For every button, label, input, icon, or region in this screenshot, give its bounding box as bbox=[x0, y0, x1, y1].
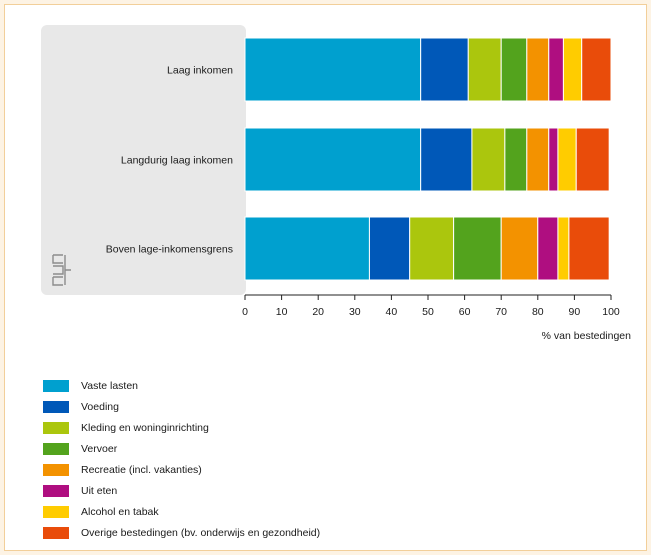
category-label: Boven lage-inkomensgrens bbox=[106, 244, 233, 256]
bar-segment bbox=[504, 127, 528, 192]
legend-swatch bbox=[43, 526, 69, 539]
x-tick-label: 100 bbox=[602, 306, 620, 318]
bar-segment bbox=[420, 127, 473, 192]
legend-item: Kleding en woninginrichting bbox=[43, 417, 320, 438]
legend-item: Vervoer bbox=[43, 438, 320, 459]
legend-label: Vervoer bbox=[81, 442, 118, 455]
bar-segment bbox=[557, 216, 570, 281]
label-panel bbox=[41, 25, 246, 295]
x-tick-label: 80 bbox=[532, 306, 544, 318]
legend-item: Voeding bbox=[43, 396, 320, 417]
x-tick-label: 40 bbox=[386, 306, 398, 318]
category-label: Langdurig laag inkomen bbox=[121, 155, 233, 167]
bar-segment bbox=[537, 216, 559, 281]
bar-segment bbox=[409, 216, 455, 281]
x-tick-label: 30 bbox=[349, 306, 361, 318]
bar-segment bbox=[557, 127, 577, 192]
x-axis-title: % van bestedingen bbox=[542, 330, 631, 342]
legend-swatch bbox=[43, 421, 69, 434]
legend-label: Overige bestedingen (bv. onderwijs en ge… bbox=[81, 526, 321, 539]
legend-swatch bbox=[43, 463, 69, 476]
bar-segment bbox=[548, 127, 559, 192]
bar-segment bbox=[244, 127, 422, 192]
legend-label: Kleding en woninginrichting bbox=[81, 421, 209, 434]
bar-segment bbox=[548, 37, 564, 102]
bar-segment bbox=[581, 37, 612, 102]
legend-item: Alcohol en tabak bbox=[43, 501, 320, 522]
chart-frame: Laag inkomen Langdurig laag inkomen Boven … bbox=[4, 4, 647, 551]
legend-item: Uit eten bbox=[43, 480, 320, 501]
bar-segment bbox=[244, 37, 422, 102]
legend-label: Alcohol en tabak bbox=[81, 505, 159, 518]
x-tick-label: 10 bbox=[276, 306, 288, 318]
x-tick-label: 90 bbox=[569, 306, 581, 318]
legend-item: Overige bestedingen (bv. onderwijs en ge… bbox=[43, 522, 320, 543]
bar-segment bbox=[368, 216, 411, 281]
legend: Vaste lasten Voeding Kleding en woninginri… bbox=[43, 375, 320, 543]
legend-item: Vaste lasten bbox=[43, 375, 320, 396]
x-tick-label: 20 bbox=[312, 306, 324, 318]
legend-label: Vaste lasten bbox=[81, 379, 139, 392]
bar-segment bbox=[562, 37, 583, 102]
x-tick-label: 0 bbox=[242, 306, 248, 318]
legend-swatch bbox=[43, 379, 69, 392]
bar-segment bbox=[568, 216, 610, 281]
bar-segment bbox=[244, 216, 370, 281]
x-tick-label: 70 bbox=[495, 306, 507, 318]
legend-label: Recreatie (incl. vakanties) bbox=[81, 463, 202, 476]
category-label: Laag inkomen bbox=[167, 65, 233, 77]
bar-segment bbox=[420, 37, 469, 102]
bar-segment bbox=[471, 127, 506, 192]
bar-segment bbox=[500, 216, 539, 281]
x-tick-label: 50 bbox=[422, 306, 434, 318]
bar-segment bbox=[575, 127, 610, 192]
legend-item: Recreatie (incl. vakanties) bbox=[43, 459, 320, 480]
bar-segment bbox=[526, 37, 550, 102]
cbs-logo-icon bbox=[52, 254, 71, 286]
bar-segment bbox=[453, 216, 502, 281]
legend-swatch bbox=[43, 400, 69, 413]
stacked-bar-chart: Laag inkomen Langdurig laag inkomen Boven … bbox=[41, 25, 631, 342]
legend-swatch bbox=[43, 484, 69, 497]
legend-swatch bbox=[43, 442, 69, 455]
legend-swatch bbox=[43, 505, 69, 518]
bar-segment bbox=[467, 37, 502, 102]
legend-label: Voeding bbox=[81, 400, 119, 413]
bar-segment bbox=[526, 127, 550, 192]
legend-label: Uit eten bbox=[81, 484, 118, 497]
bar-segment bbox=[500, 37, 528, 102]
x-tick-label: 60 bbox=[459, 306, 471, 318]
